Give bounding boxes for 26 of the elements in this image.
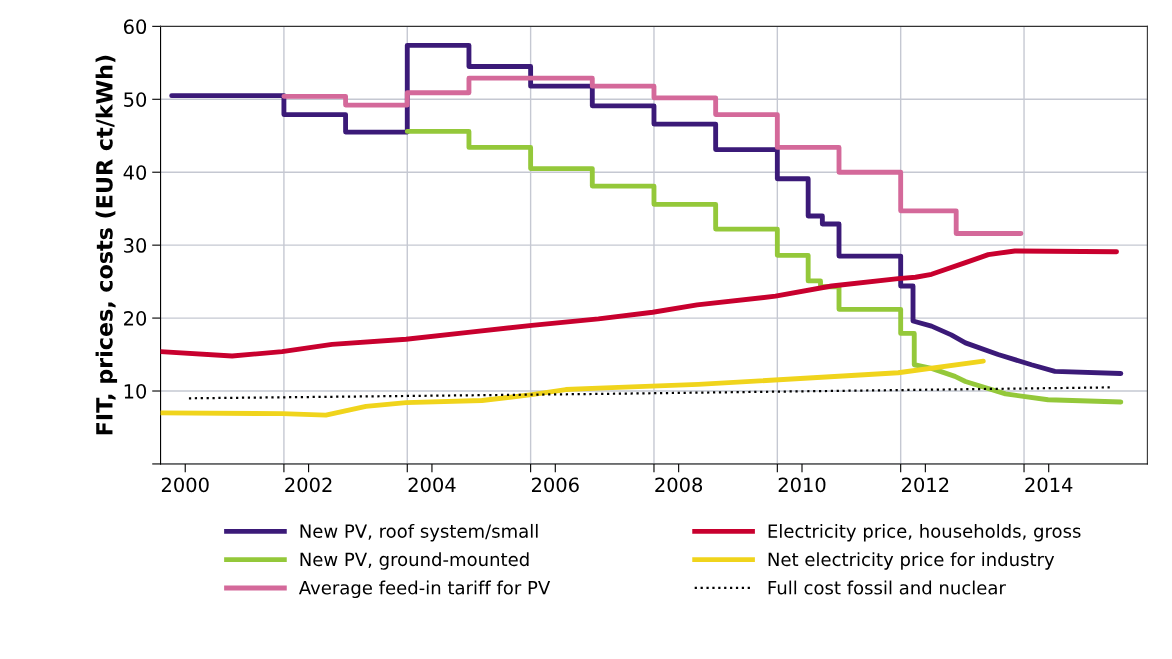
legend-label: Full cost fossil and nuclear: [768, 580, 1006, 595]
x-tick-label: 2006: [531, 477, 579, 493]
legend-label: Average feed-in tariff for PV: [298, 580, 551, 599]
legend-label: Electricity price, households, gross: [768, 523, 1081, 542]
line-series: [404, 128, 1124, 405]
x-tick-label: 2008: [655, 477, 703, 493]
y-tick-label: 10: [124, 383, 147, 399]
y-tick-label: 60: [123, 19, 147, 35]
legend-label: New PV, ground-mounted: [300, 552, 529, 570]
y-tick-label: 50: [124, 92, 147, 107]
line-series: [160, 358, 986, 418]
x-tick-label: 2004: [408, 477, 456, 493]
x-tick-label: 2012: [902, 477, 949, 493]
line-series: [281, 75, 1024, 236]
x-tick-label: 2000: [161, 477, 209, 493]
x-tick-label: 2010: [778, 477, 826, 493]
line-series: [160, 248, 1119, 359]
legend-label: New PV, roof system/small: [300, 523, 538, 542]
y-tick-label: 30: [124, 238, 147, 253]
y-tick-label: 20: [124, 311, 147, 326]
line-series: [169, 42, 1124, 376]
y-tick-label: 40: [123, 165, 147, 180]
x-tick-label: 2002: [285, 477, 332, 493]
y-axis-title: FIT, prices, costs (EUR ct/kWh): [95, 55, 118, 435]
legend-label: Net electricity price for industry: [768, 552, 1055, 570]
x-tick-label: 2014: [1025, 477, 1073, 493]
